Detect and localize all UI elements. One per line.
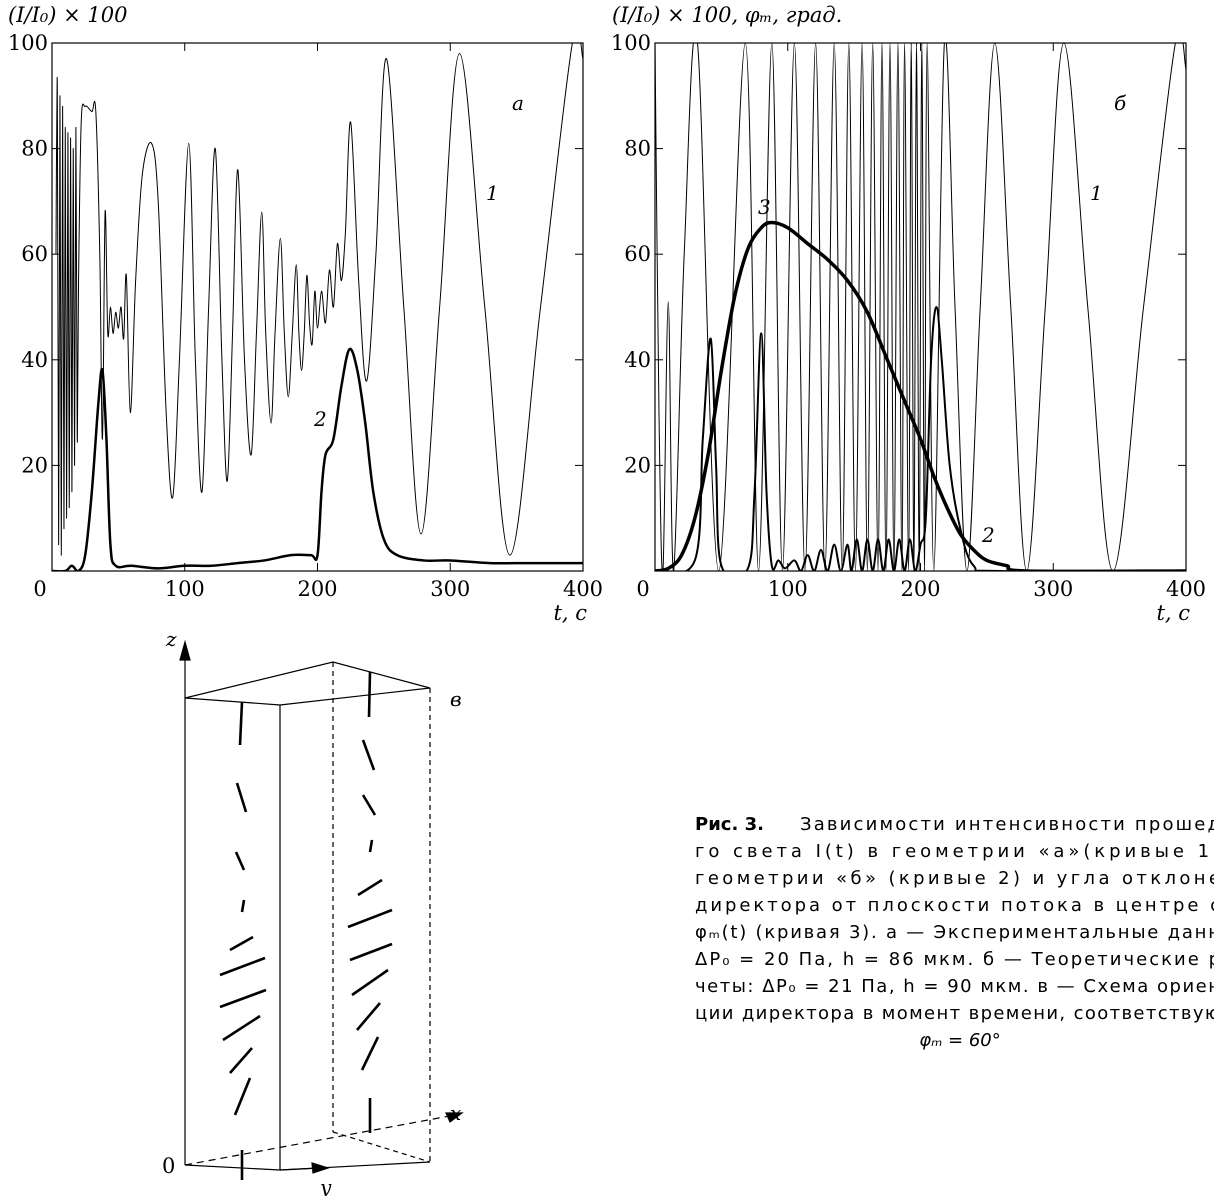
- x-axis-label: t, с: [1156, 601, 1190, 625]
- y-tick-label: 20: [624, 453, 651, 477]
- y-tick-label: 40: [624, 348, 651, 372]
- caption-label: Рис. 3.: [695, 814, 764, 835]
- x-tick-label: 100: [768, 577, 808, 601]
- axis-label: x: [450, 1101, 461, 1125]
- x-tick-label: 200: [900, 577, 940, 601]
- curve: [655, 220, 1186, 571]
- annotation: а: [512, 91, 524, 115]
- y-tick-label: 80: [21, 137, 48, 161]
- arrow: [179, 639, 191, 661]
- caption-line: геометрии «б» (кривые 2) и угла отклоне: [695, 868, 1214, 889]
- diagram: z y x 0 в: [162, 627, 464, 1196]
- x-tick-label: 100: [165, 577, 205, 601]
- annotation: б: [1114, 91, 1127, 115]
- x-tick-label: 300: [1033, 577, 1073, 601]
- caption-line: го света I(t) в геометрии «a»(кривые 1): [695, 841, 1214, 862]
- box-edge: [332, 1131, 431, 1163]
- y-axis-label: (I/I₀) × 100, φₘ, град.: [612, 3, 842, 27]
- panel-label: в: [450, 687, 462, 711]
- caption-line: ΔP₀ = 20 Па, h = 86 мкм. б — Теоретическ…: [695, 949, 1214, 970]
- x-axis-label: t, с: [553, 601, 587, 625]
- box-top: [184, 661, 431, 706]
- curve: [55, 43, 583, 556]
- origin-label: 0: [162, 1154, 175, 1178]
- curve: [655, 43, 1186, 571]
- y-tick-label: 60: [624, 242, 651, 266]
- y-tick-label: 100: [611, 31, 651, 55]
- chart: 0 100 200 300 400 20 40 60 80 100 (I/I₀) × 100, φₘ…: [611, 3, 1206, 625]
- y-tick-label: 100: [8, 31, 48, 55]
- box-edge: [184, 1164, 281, 1171]
- arrow: [445, 1112, 464, 1123]
- x-axis: [184, 1114, 456, 1166]
- y-tick-label: 60: [21, 242, 48, 266]
- axis-label: z: [165, 627, 177, 651]
- arrow: [311, 1162, 330, 1174]
- y-tick-label: 20: [21, 453, 48, 477]
- x-tick-label: 400: [1166, 577, 1206, 601]
- annotation: 1: [486, 181, 499, 205]
- chart: 0 100 200 300 400 20 40 60 80 100 (I/I₀) × 100 t, с…: [8, 3, 603, 625]
- axis-label: y: [319, 1175, 332, 1196]
- annotation: 2: [981, 523, 995, 547]
- caption-line: φₘ(t) (кривая 3). а — Экспериментальные …: [695, 922, 1214, 943]
- curve: [655, 306, 1186, 571]
- x-tick-label: 300: [430, 577, 470, 601]
- annotation: 3: [758, 195, 771, 219]
- x-tick-label: 400: [563, 577, 603, 601]
- x-tick-label: 0: [636, 577, 649, 601]
- caption-line: ции директора в момент времени, соответс…: [695, 1003, 1214, 1024]
- plot-area: [52, 43, 583, 571]
- plot-area: [655, 43, 1186, 571]
- annotation: 1: [1090, 181, 1103, 205]
- annotation: 2: [313, 407, 327, 431]
- caption-line: четы: ΔP₀ = 21 Па, h = 90 мкм. в — Схема…: [695, 976, 1214, 997]
- y-tick-label: 80: [624, 137, 651, 161]
- caption-line: Зависимости интенсивности прошед: [800, 814, 1214, 835]
- curve: [52, 347, 583, 571]
- x-tick-label: 200: [297, 577, 337, 601]
- y-axis-label: (I/I₀) × 100: [8, 3, 128, 27]
- plot-frame: [51, 42, 584, 572]
- directors: [219, 671, 393, 1180]
- y-tick-label: 40: [21, 348, 48, 372]
- caption-line: φₘ = 60°: [919, 1030, 1001, 1051]
- caption-line: директора от плоскости потока в центре с: [695, 895, 1214, 916]
- caption: Рис. 3. φₘ = 60° Зависимости интенсивнос…: [695, 814, 1214, 1051]
- x-tick-label: 0: [33, 577, 46, 601]
